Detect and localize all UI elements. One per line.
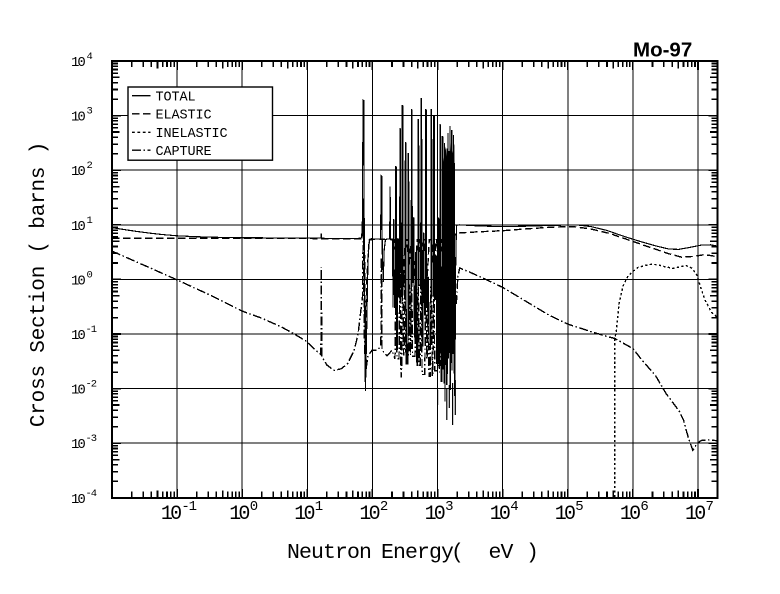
svg-text:1: 1 <box>87 215 93 227</box>
svg-text:10: 10 <box>161 503 181 526</box>
svg-text:-3: -3 <box>86 433 97 445</box>
svg-text:Neutron: Neutron <box>287 541 371 565</box>
svg-text:Mo-97: Mo-97 <box>633 38 692 61</box>
svg-text:3: 3 <box>87 106 93 118</box>
svg-text:5: 5 <box>575 499 583 515</box>
svg-text:ELASTIC: ELASTIC <box>156 109 212 124</box>
svg-text:10: 10 <box>71 437 85 453</box>
svg-text:-2: -2 <box>86 379 97 391</box>
svg-text:): ) <box>526 541 538 565</box>
svg-text:3: 3 <box>445 499 453 515</box>
svg-text:Cross Section ( barns ): Cross Section ( barns ) <box>28 142 51 427</box>
svg-text:10: 10 <box>71 273 85 289</box>
svg-text:10: 10 <box>685 503 705 526</box>
svg-text:(: ( <box>451 541 463 565</box>
svg-text:10: 10 <box>555 503 575 526</box>
svg-text:-4: -4 <box>86 488 97 500</box>
svg-text:10: 10 <box>229 503 249 526</box>
svg-text:eV: eV <box>489 541 514 565</box>
svg-text:2: 2 <box>87 160 93 172</box>
svg-text:10: 10 <box>71 383 85 399</box>
svg-text:6: 6 <box>640 499 648 515</box>
svg-text:-1: -1 <box>86 324 97 336</box>
svg-text:10: 10 <box>71 55 85 71</box>
svg-text:1: 1 <box>315 499 323 515</box>
svg-text:0: 0 <box>87 269 93 281</box>
svg-text:10: 10 <box>71 492 85 508</box>
svg-text:INELASTIC: INELASTIC <box>156 127 228 142</box>
svg-text:0: 0 <box>250 499 258 515</box>
svg-text:Energy: Energy <box>381 541 454 565</box>
svg-text:CAPTURE: CAPTURE <box>156 145 212 160</box>
svg-text:7: 7 <box>706 499 714 515</box>
svg-text:10: 10 <box>425 503 445 526</box>
svg-text:2: 2 <box>380 499 388 515</box>
svg-text:-1: -1 <box>181 499 196 515</box>
svg-text:10: 10 <box>71 328 85 344</box>
svg-text:10: 10 <box>294 503 314 526</box>
svg-text:10: 10 <box>71 110 85 126</box>
svg-text:TOTAL: TOTAL <box>156 91 196 106</box>
svg-text:10: 10 <box>71 219 85 235</box>
svg-text:10: 10 <box>490 503 510 526</box>
svg-text:10: 10 <box>620 503 640 526</box>
svg-text:4: 4 <box>510 499 518 515</box>
svg-text:10: 10 <box>359 503 379 526</box>
svg-text:4: 4 <box>87 51 93 63</box>
svg-text:10: 10 <box>71 164 85 180</box>
